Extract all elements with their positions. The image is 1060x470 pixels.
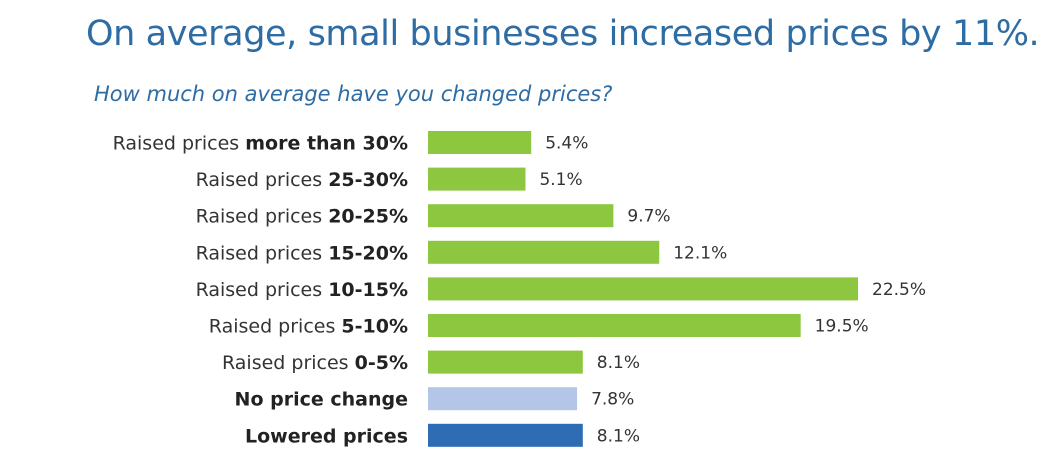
value-label-5: 19.5% [815, 317, 869, 337]
value-label-1: 5.1% [539, 170, 582, 190]
value-label-7: 7.8% [591, 390, 634, 410]
bar-0 [428, 131, 532, 154]
bar-7 [428, 387, 578, 411]
bar-6 [428, 350, 583, 374]
category-label-6: Raised prices 0-5% [222, 352, 408, 374]
category-label-8: Lowered prices [245, 425, 408, 447]
category-label-5: Raised prices 5-10% [209, 316, 408, 338]
bar-8 [428, 423, 583, 447]
bar-3 [428, 240, 660, 264]
value-label-3: 12.1% [673, 243, 727, 263]
value-label-8: 8.1% [597, 426, 640, 446]
chart-subtitle: How much on average have you changed pri… [94, 82, 613, 106]
value-label-0: 5.4% [545, 134, 588, 154]
value-label-6: 8.1% [597, 353, 640, 373]
category-label-0: Raised prices more than 30% [113, 133, 408, 155]
bar-4 [428, 277, 858, 301]
category-label-2: Raised prices 20-25% [196, 206, 408, 228]
category-label-4: Raised prices 10-15% [196, 279, 408, 301]
category-label-7: No price change [235, 389, 408, 411]
value-label-2: 9.7% [627, 207, 670, 227]
value-label-4: 22.5% [872, 280, 926, 300]
chart-title: On average, small businesses increased p… [86, 14, 1040, 54]
bar-1 [428, 167, 526, 191]
category-label-1: Raised prices 25-30% [196, 169, 408, 191]
bar-5 [428, 314, 801, 337]
bar-2 [428, 204, 614, 228]
category-label-3: Raised prices 15-20% [196, 242, 408, 264]
